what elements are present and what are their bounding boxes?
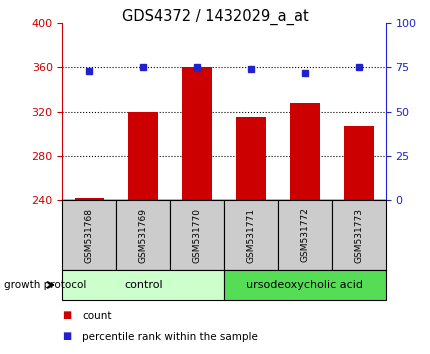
Text: GSM531769: GSM531769 — [138, 207, 147, 263]
Text: percentile rank within the sample: percentile rank within the sample — [82, 332, 257, 342]
Bar — [224, 200, 277, 270]
Bar — [343, 126, 373, 200]
Text: GSM531772: GSM531772 — [300, 207, 309, 263]
Bar — [116, 200, 170, 270]
Text: GSM531768: GSM531768 — [85, 207, 94, 263]
Text: GSM531773: GSM531773 — [353, 207, 362, 263]
Text: ■: ■ — [62, 331, 71, 341]
Bar — [224, 270, 385, 300]
Text: growth protocol: growth protocol — [4, 280, 86, 290]
Text: ursodeoxycholic acid: ursodeoxycholic acid — [246, 280, 362, 290]
Bar — [289, 103, 319, 200]
Text: GDS4372 / 1432029_a_at: GDS4372 / 1432029_a_at — [122, 9, 308, 25]
Text: control: control — [124, 280, 162, 290]
Bar — [236, 117, 265, 200]
Text: count: count — [82, 311, 111, 321]
Text: ■: ■ — [62, 310, 71, 320]
Text: GSM531771: GSM531771 — [246, 207, 255, 263]
Bar — [182, 67, 212, 200]
Text: GSM531770: GSM531770 — [192, 207, 201, 263]
Bar — [277, 200, 331, 270]
Bar — [170, 200, 224, 270]
Bar — [331, 200, 385, 270]
Bar — [74, 198, 104, 200]
Bar — [62, 200, 116, 270]
Bar — [128, 112, 158, 200]
Bar — [62, 270, 224, 300]
